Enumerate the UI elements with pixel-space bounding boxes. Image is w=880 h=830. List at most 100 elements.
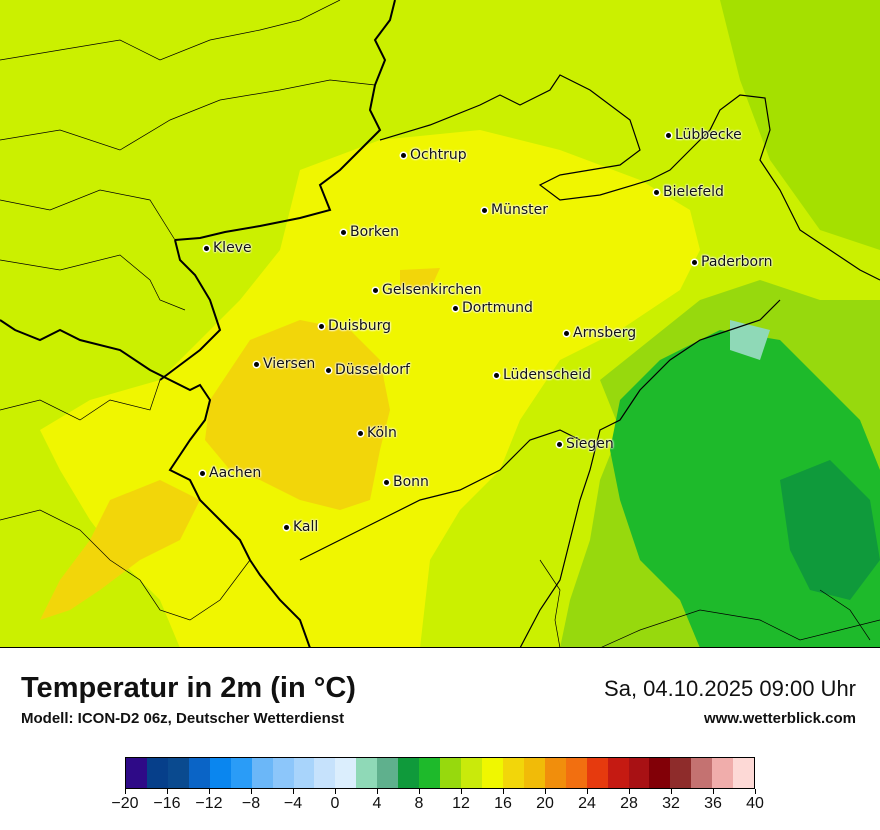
- city-label-bonn: Bonn: [384, 474, 429, 490]
- colorbar-tick-mark: [755, 789, 756, 794]
- colorbar-segment: [461, 758, 482, 788]
- website-link[interactable]: www.wetterblick.com: [704, 710, 856, 727]
- city-marker: [666, 132, 671, 138]
- colorbar-segment: [544, 758, 566, 788]
- city-marker: [564, 330, 569, 336]
- temperature-area-18-20-west: [40, 480, 200, 620]
- district-border-6: [0, 509, 251, 621]
- colorbar-segment: [586, 758, 608, 788]
- colorbar-segment: [481, 758, 503, 788]
- colorbar-tick-label: 28: [620, 795, 638, 812]
- colorbar-tick-mark: [461, 789, 462, 794]
- city-name: Borken: [350, 224, 400, 240]
- city-marker: [494, 372, 499, 378]
- colorbar-segment: [733, 758, 755, 788]
- colorbar-segment: [209, 758, 231, 788]
- city-label-viersen: Viersen: [254, 356, 315, 372]
- city-label-muenster: Münster: [482, 202, 548, 218]
- colorbar-segment: [293, 758, 315, 788]
- district-border-3: [0, 189, 176, 241]
- temperature-area-10-12: [720, 0, 880, 250]
- district-border-5: [0, 379, 161, 421]
- colorbar-tick-label: −20: [111, 795, 139, 812]
- colorbar-tick-mark: [335, 789, 336, 794]
- colorbar-segment: [398, 758, 420, 788]
- colorbar-segment: [607, 758, 629, 788]
- colorbar-segment: [356, 758, 378, 788]
- colorbar-segment: [377, 758, 399, 788]
- colorbar-segment: [126, 758, 147, 788]
- colorbar-tick-mark: [545, 789, 546, 794]
- national-border: [0, 319, 311, 647]
- colorbar-tick-label: 8: [414, 795, 424, 812]
- national-border-middle: [159, 239, 222, 381]
- colorbar-segment: [188, 758, 210, 788]
- colorbar-tick-label: 20: [536, 795, 554, 812]
- colorbar-tick-label: 4: [372, 795, 382, 812]
- city-label-arnsberg: Arnsberg: [564, 325, 636, 341]
- colorbar-tick-mark: [713, 789, 714, 794]
- model-source: Modell: ICON-D2 06z, Deutscher Wetterdie…: [21, 710, 345, 727]
- district-border-7: [601, 609, 880, 647]
- city-label-siegen: Siegen: [557, 436, 614, 452]
- city-name: Lüdenscheid: [503, 367, 592, 383]
- city-marker: [326, 367, 331, 373]
- colorbar-segment: [628, 758, 650, 788]
- city-marker: [254, 361, 259, 367]
- city-label-bielefeld: Bielefeld: [654, 184, 724, 200]
- city-marker: [401, 152, 406, 158]
- city-name: Paderborn: [701, 254, 773, 270]
- city-marker: [654, 189, 659, 195]
- colorbar-tick-mark: [671, 789, 672, 794]
- city-name: Duisburg: [328, 318, 391, 334]
- city-label-kleve: Kleve: [204, 240, 252, 256]
- city-label-luedenscheid: Lüdenscheid: [494, 367, 591, 383]
- colorbar-tick-label: −12: [195, 795, 223, 812]
- city-marker: [692, 259, 697, 265]
- colorbar-tick-label: 0: [330, 795, 340, 812]
- colorbar-segment: [272, 758, 294, 788]
- temperature-area-18-20: [205, 320, 390, 510]
- city-marker: [557, 441, 562, 447]
- colorbar-segment: [565, 758, 587, 788]
- colorbar-tick-label: 36: [704, 795, 722, 812]
- colorbar-segment: [523, 758, 545, 788]
- state-border-north: [379, 74, 880, 281]
- temperature-map: Lübbecke Ochtrup Bielefeld Münster Borke…: [0, 0, 880, 648]
- city-name: Arnsberg: [573, 325, 637, 341]
- colorbar-tick-mark: [293, 789, 294, 794]
- district-border: [0, 0, 341, 61]
- colorbar-segment: [251, 758, 273, 788]
- colorbar-tick-mark: [629, 789, 630, 794]
- colorbar-segment: [419, 758, 441, 788]
- city-label-ochtrup: Ochtrup: [401, 147, 467, 163]
- state-border-south: [299, 429, 581, 561]
- city-name: Kleve: [213, 240, 252, 256]
- city-label-duisburg: Duisburg: [319, 318, 391, 334]
- city-marker: [341, 229, 346, 235]
- colorbar-segment: [146, 758, 168, 788]
- city-name: Viersen: [263, 356, 316, 372]
- city-marker: [284, 524, 289, 530]
- colorbar-tick-label: −16: [153, 795, 181, 812]
- city-name: Gelsenkirchen: [382, 282, 482, 298]
- state-border-east: [519, 299, 781, 647]
- colorbar-tick-mark: [587, 789, 588, 794]
- temperature-area-6-8: [730, 320, 770, 360]
- colorbar-tick-label: −8: [241, 795, 261, 812]
- colorbar-tick-label: −4: [283, 795, 303, 812]
- colorbar-segment: [712, 758, 734, 788]
- colorbar-tick-mark: [209, 789, 210, 794]
- district-border-4: [0, 254, 186, 311]
- district-border-8: [819, 589, 871, 641]
- city-name: Münster: [491, 202, 548, 218]
- city-label-dortmund: Dortmund: [453, 300, 533, 316]
- city-marker: [204, 245, 209, 251]
- city-marker: [384, 479, 389, 485]
- colorbar-tick-label: 40: [746, 795, 764, 812]
- city-label-koeln: Köln: [358, 425, 397, 441]
- city-name: Lübbecke: [675, 127, 742, 143]
- city-label-duesseldorf: Düsseldorf: [326, 362, 410, 378]
- city-marker: [482, 207, 487, 213]
- colorbar-tick-mark: [377, 789, 378, 794]
